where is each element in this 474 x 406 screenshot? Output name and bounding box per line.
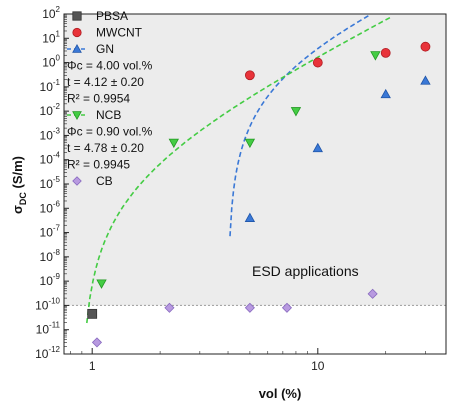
legend: PBSA MWCNT GN Φc = 4.00 vol.% t = 4.12 ± 0.2…	[67, 9, 153, 188]
legend-marker-pbsa	[72, 11, 82, 21]
y-axis-title: σDC (S/m)	[10, 156, 28, 214]
legend-t-value: t = 4.12 ± 0.20	[67, 75, 144, 89]
data-point-gn	[380, 88, 391, 99]
y-tick-label: 10-7	[40, 224, 61, 240]
legend-r2: R² = 0.9954	[67, 92, 130, 106]
data-point-ncb	[370, 51, 381, 61]
data-point-mwcnt	[312, 57, 323, 68]
data-point-cb	[244, 302, 255, 313]
fit-curve-ncb	[86, 15, 393, 324]
shaded-region	[64, 14, 446, 306]
y-tick-label: 101	[42, 29, 60, 45]
x-tick-label: 10	[311, 359, 325, 373]
legend-t-value: t = 4.78 ± 0.20	[67, 141, 144, 155]
legend-marker-ncb	[72, 111, 82, 121]
esd-annotation: ESD applications	[252, 263, 359, 279]
data-point-mwcnt	[380, 48, 391, 58]
data-point-ncb	[244, 138, 256, 149]
legend-label-pbsa: PBSA	[96, 9, 128, 23]
data-point-gn	[312, 142, 323, 153]
data-point-ncb	[168, 138, 179, 149]
y-tick-label: 100	[42, 54, 60, 70]
data-point-pbsa	[87, 308, 98, 319]
y-tick-label: 10-4	[40, 151, 61, 167]
data-point-gn	[420, 75, 431, 85]
legend-marker-cb	[72, 176, 82, 186]
data-point-ncb	[290, 107, 302, 117]
legend-phi-c: Φc = 4.00 vol.%	[67, 59, 153, 73]
legend-label-mwcnt: MWCNT	[96, 26, 143, 40]
data-point-ncb	[96, 279, 107, 289]
legend-label-ncb: NCB	[96, 108, 121, 122]
data-point-mwcnt	[420, 41, 431, 52]
legend-marker-gn	[72, 43, 82, 53]
y-tick-label: 10-9	[40, 272, 61, 288]
axis-ticks: 10210110010-110-210-310-410-510-610-710-…	[35, 5, 426, 373]
legend-label-cb: CB	[96, 174, 113, 188]
legend-phi-c: Φc = 0.90 vol.%	[67, 125, 153, 139]
y-tick-label: 10-3	[40, 126, 61, 142]
x-tick-label: 1	[89, 359, 96, 373]
y-tick-label: 102	[42, 5, 60, 21]
y-tick-label: 10-12	[35, 345, 60, 361]
data-point-cb	[91, 337, 103, 348]
data-point-mwcnt	[244, 70, 255, 81]
legend-marker-mwcnt	[72, 27, 82, 38]
data-point-cb	[367, 288, 378, 299]
y-tick-label: 10-2	[40, 102, 61, 118]
y-tick-label: 10-5	[40, 175, 61, 191]
y-tick-label: 10-11	[36, 321, 61, 337]
legend-label-gn: GN	[96, 42, 114, 56]
data-point-gn	[244, 212, 256, 222]
x-axis-title: vol (%)	[259, 386, 302, 401]
y-tick-label: 10-1	[40, 78, 61, 94]
fit-curve-gn	[229, 15, 369, 237]
y-tick-label: 10-6	[40, 199, 61, 215]
data-markers	[87, 41, 431, 348]
fit-curves	[86, 15, 393, 324]
y-tick-label: 10-10	[35, 296, 60, 312]
data-point-cb	[281, 302, 293, 313]
data-point-cb	[164, 302, 175, 313]
legend-r2: R² = 0.9945	[67, 158, 130, 172]
y-tick-label: 10-8	[40, 248, 61, 264]
